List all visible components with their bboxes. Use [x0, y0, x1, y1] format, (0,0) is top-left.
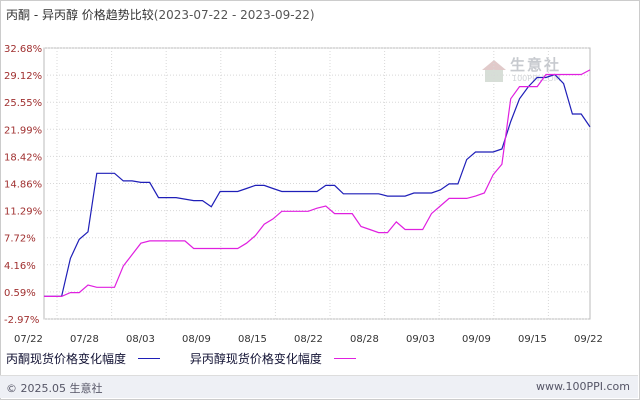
legend-label-acetone: 丙酮现货价格变化幅度 [6, 352, 127, 366]
legend-swatch-acetone [138, 358, 161, 359]
y-tick-label: 14.86% [4, 180, 42, 191]
y-tick-label: 18.42% [4, 152, 42, 163]
x-tick-label: 09/15 [518, 334, 547, 345]
y-tick-label: 0.59% [4, 288, 36, 299]
y-axis-tick-labels: 32.68% 29.12% 25.55% 21.99% 18.42% 14.86% 11.2… [4, 44, 42, 326]
footer-site-link[interactable]: www.100PPI.com [536, 380, 630, 393]
footer-copyright: © 2025.05 生意社 [6, 382, 103, 395]
chart-legend: 丙酮现货价格变化幅度 异丙醇现货价格变化幅度 [6, 350, 382, 367]
x-axis-tick-labels: 07/22 07/28 08/03 08/09 08/15 08/22 08/28 09/03… [14, 334, 603, 345]
y-tick-label: -2.97% [4, 315, 39, 326]
x-tick-label: 09/22 [574, 334, 603, 345]
x-tick-label: 08/22 [294, 334, 323, 345]
y-tick-label: 11.29% [4, 207, 42, 218]
x-tick-label: 09/09 [462, 334, 491, 345]
x-tick-label: 07/22 [14, 334, 43, 345]
x-tick-label: 09/03 [406, 334, 435, 345]
y-tick-label: 21.99% [4, 125, 42, 136]
y-tick-label: 32.68% [4, 44, 42, 55]
y-tick-label: 4.16% [4, 261, 36, 272]
x-tick-label: 08/03 [126, 334, 155, 345]
x-tick-label: 08/15 [238, 334, 267, 345]
series-line-isopropanol [44, 69, 591, 297]
chart-title-range: (2023-07-22 - 2023-09-22) [153, 8, 315, 22]
legend-label-isopropanol: 异丙醇现货价格变化幅度 [189, 352, 322, 366]
chart-title-main: 丙酮 - 异丙醇 价格趋势比较 [6, 8, 154, 22]
y-tick-label: 7.72% [4, 234, 36, 245]
watermark-text: 生意社 [510, 56, 562, 74]
chart-series [44, 69, 591, 297]
legend-item-isopropanol: 异丙醇现货价格变化幅度 [190, 350, 356, 367]
x-tick-label: 08/28 [350, 334, 379, 345]
y-tick-label: 25.55% [4, 98, 42, 109]
legend-item-acetone: 丙酮现货价格变化幅度 [6, 350, 161, 367]
chart-grid [43, 47, 591, 320]
y-tick-label: 29.12% [4, 71, 42, 82]
legend-swatch-isopropanol [333, 358, 356, 359]
x-tick-label: 08/09 [182, 334, 211, 345]
x-tick-label: 07/28 [70, 334, 99, 345]
footer-bar: © 2025.05 生意社 www.100PPI.com [0, 375, 638, 398]
series-line-acetone [44, 73, 591, 297]
chart-title: 丙酮 - 异丙醇 价格趋势比较(2023-07-22 - 2023-09-22) [6, 6, 315, 23]
